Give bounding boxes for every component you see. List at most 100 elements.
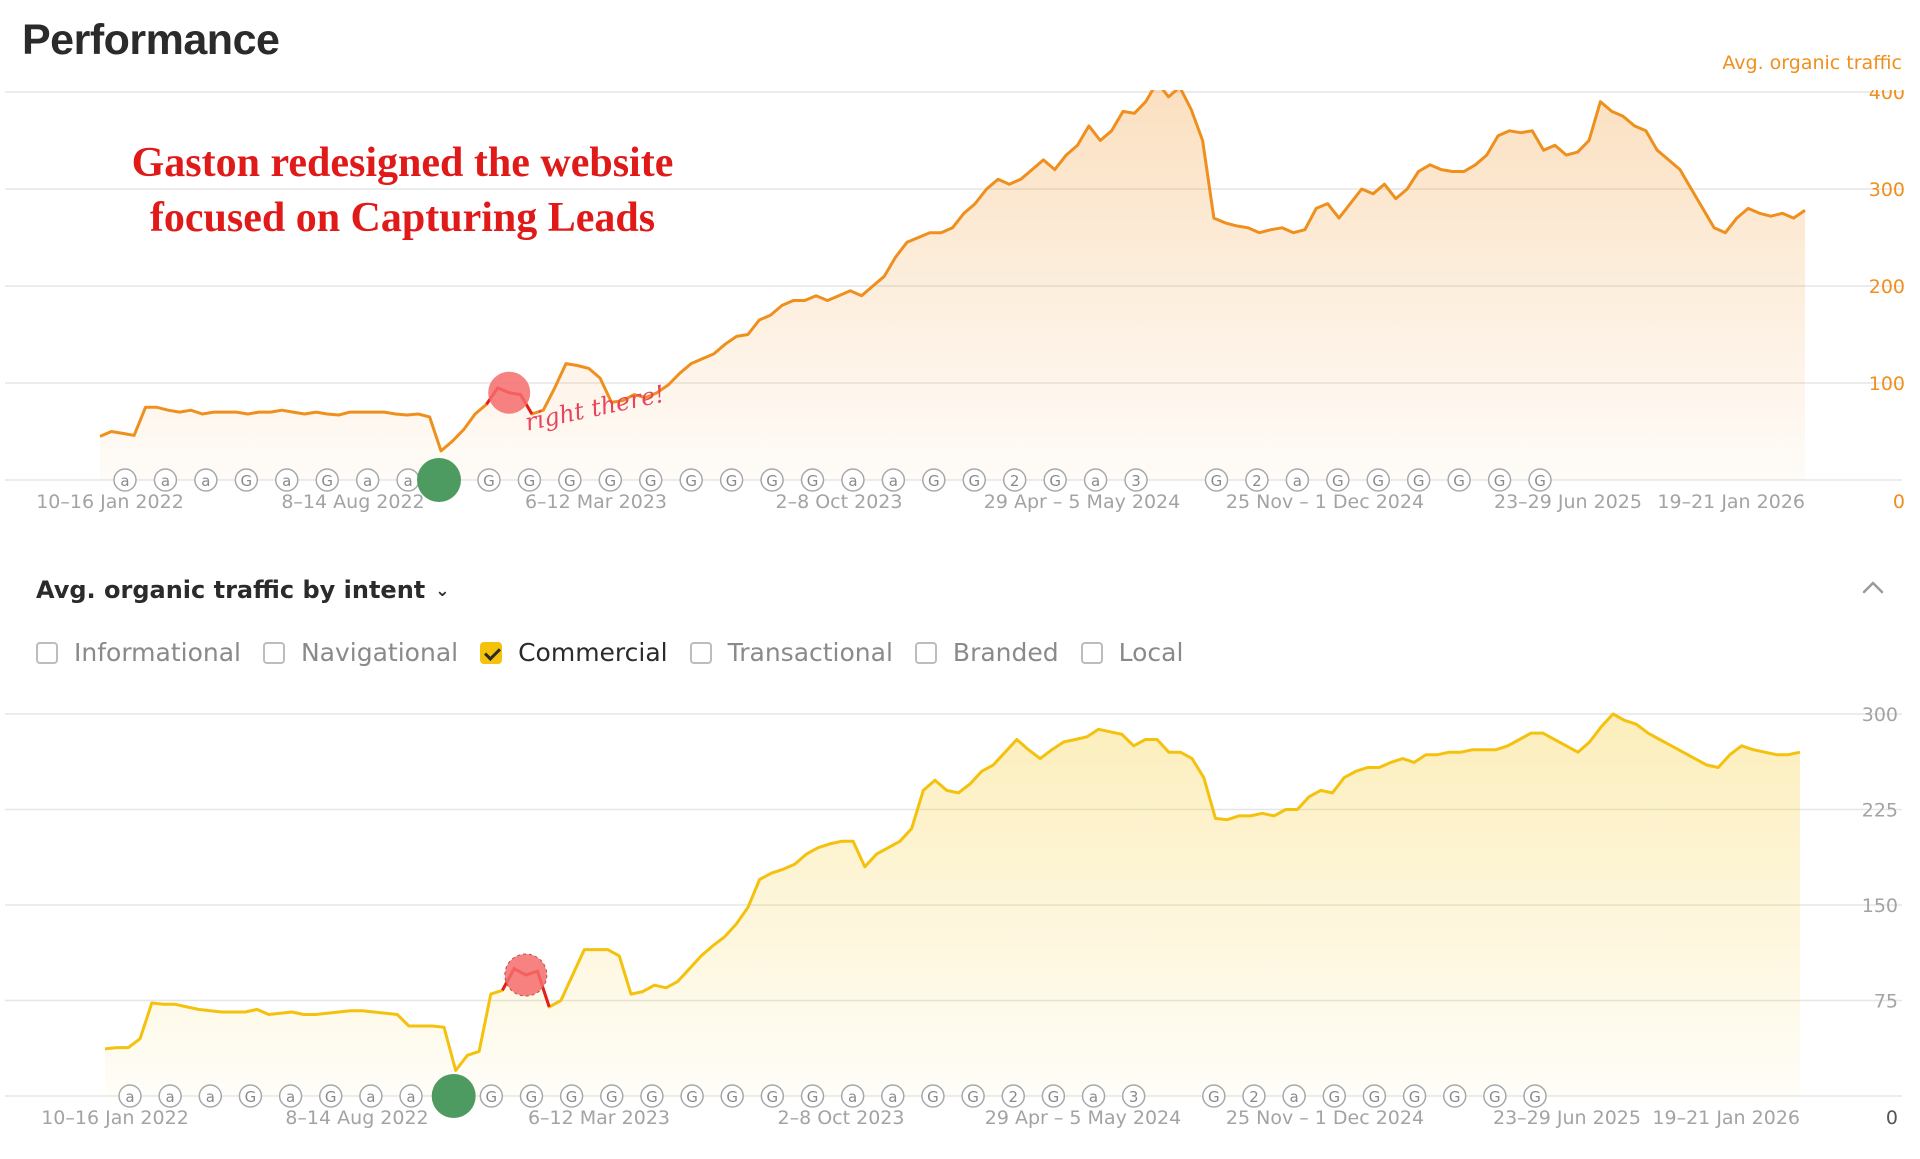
event-count-icon[interactable]: 2 (1242, 1084, 1266, 1108)
google-update-icon[interactable]: G (519, 1084, 544, 1108)
google-update-icon[interactable]: G (315, 468, 339, 492)
svg-text:G: G (526, 1088, 538, 1106)
ahrefs-update-icon[interactable]: a (881, 1084, 905, 1108)
filter-commercial[interactable]: Commercial (480, 638, 668, 667)
google-update-icon[interactable]: G (1483, 1084, 1507, 1108)
ahrefs-update-icon[interactable]: a (113, 468, 137, 492)
google-update-icon[interactable]: G (479, 1084, 504, 1108)
annotation-marker-green[interactable] (417, 458, 461, 502)
ahrefs-update-icon[interactable]: a (1285, 468, 1310, 492)
chevron-up-icon[interactable] (1858, 572, 1888, 602)
event-count-icon[interactable]: 2 (1002, 468, 1027, 492)
google-update-icon[interactable]: G (559, 1084, 584, 1108)
google-update-icon[interactable]: G (1204, 468, 1229, 492)
google-update-icon[interactable]: G (719, 468, 744, 492)
ahrefs-update-icon[interactable]: a (194, 468, 218, 492)
checkbox[interactable] (689, 641, 712, 664)
series-line[interactable] (104, 712, 1801, 1072)
ahrefs-update-icon[interactable]: a (278, 1084, 303, 1108)
ahrefs-update-icon[interactable]: a (840, 1084, 865, 1108)
google-update-icon[interactable]: G (1447, 468, 1471, 492)
x-tick-label: 8–14 Aug 2022 (285, 1107, 428, 1129)
svg-text:a: a (848, 472, 857, 490)
google-update-icon[interactable]: G (800, 1084, 825, 1108)
google-update-icon[interactable]: G (558, 468, 582, 492)
google-update-icon[interactable]: G (1523, 1084, 1547, 1108)
google-update-icon[interactable]: G (1326, 468, 1350, 492)
filter-transactional[interactable]: Transactional (689, 638, 893, 667)
series-line[interactable] (99, 90, 1806, 453)
ahrefs-update-icon[interactable]: a (198, 1084, 223, 1108)
annotation-marker-red[interactable] (504, 953, 548, 997)
annotation-marker-green[interactable] (431, 1074, 476, 1118)
checkbox[interactable] (1080, 641, 1103, 664)
intent-dropdown[interactable]: Avg. organic traffic by intent ⌄ (36, 576, 450, 604)
filter-branded[interactable]: Branded (914, 638, 1059, 667)
google-update-icon[interactable]: G (517, 468, 542, 492)
svg-text:G: G (1372, 472, 1384, 490)
google-update-icon[interactable]: G (1366, 468, 1390, 492)
svg-text:a: a (888, 1088, 897, 1106)
annotation-marker-red[interactable] (488, 371, 531, 414)
ahrefs-update-icon[interactable]: a (153, 468, 178, 492)
google-update-icon[interactable]: G (679, 468, 703, 492)
google-update-icon[interactable]: G (318, 1084, 343, 1108)
checkbox[interactable] (262, 641, 285, 664)
ahrefs-update-icon[interactable]: a (158, 1084, 182, 1108)
svg-text:2: 2 (1249, 1088, 1259, 1106)
google-update-icon[interactable]: G (640, 1084, 664, 1108)
google-update-icon[interactable]: G (922, 468, 946, 492)
filter-navigational[interactable]: Navigational (262, 638, 458, 667)
google-update-icon[interactable]: G (1322, 1084, 1347, 1108)
google-update-icon[interactable]: G (1406, 468, 1431, 492)
filter-local[interactable]: Local (1080, 638, 1184, 667)
google-update-icon[interactable]: G (720, 1084, 744, 1108)
google-update-icon[interactable]: G (1202, 1084, 1226, 1108)
google-update-icon[interactable]: G (238, 1084, 263, 1108)
ahrefs-update-icon[interactable]: a (399, 1084, 423, 1108)
google-update-icon[interactable]: G (921, 1084, 945, 1108)
google-update-icon[interactable]: G (1442, 1084, 1467, 1108)
event-count-icon[interactable]: 3 (1124, 468, 1148, 492)
google-update-icon[interactable]: G (1041, 1084, 1066, 1108)
series-area (100, 90, 1805, 480)
google-update-icon[interactable]: G (1402, 1084, 1427, 1108)
ahrefs-update-icon[interactable]: a (1081, 1084, 1106, 1108)
ahrefs-update-icon[interactable]: a (359, 1084, 383, 1108)
ahrefs-update-icon[interactable]: a (881, 468, 906, 492)
filter-informational[interactable]: Informational (36, 638, 241, 667)
google-update-icon[interactable]: G (598, 468, 623, 492)
google-update-icon[interactable]: G (800, 468, 825, 492)
checkbox[interactable] (36, 641, 58, 664)
google-update-icon[interactable]: G (234, 468, 259, 492)
google-update-icon[interactable]: G (1487, 468, 1512, 492)
ahrefs-update-icon[interactable]: a (1282, 1084, 1306, 1108)
google-update-icon[interactable]: G (680, 1084, 704, 1108)
ahrefs-update-icon[interactable]: a (118, 1084, 142, 1108)
google-update-icon[interactable]: G (1362, 1084, 1387, 1108)
ahrefs-update-icon[interactable]: a (1083, 468, 1108, 492)
filter-label: Branded (952, 638, 1059, 667)
checkbox[interactable] (914, 641, 937, 664)
ahrefs-update-icon[interactable]: a (275, 468, 299, 492)
event-count-icon[interactable]: 2 (1245, 468, 1269, 492)
x-tick-label: 29 Apr – 5 May 2024 (984, 491, 1180, 513)
google-update-icon[interactable]: G (600, 1084, 624, 1108)
event-count-icon[interactable]: 2 (1001, 1084, 1025, 1108)
google-update-icon[interactable]: G (477, 468, 501, 492)
google-update-icon[interactable]: G (760, 468, 784, 492)
checkbox[interactable] (480, 641, 503, 664)
google-update-icon[interactable]: G (962, 468, 987, 492)
ahrefs-update-icon[interactable]: a (396, 468, 420, 492)
event-count-icon[interactable]: 3 (1121, 1084, 1146, 1108)
series-label: Avg. organic traffic (1722, 52, 1902, 74)
ahrefs-update-icon[interactable]: a (841, 468, 865, 492)
google-update-icon[interactable]: G (1528, 468, 1552, 492)
google-update-icon[interactable]: G (961, 1084, 985, 1108)
y-tick-label: 400 (1869, 90, 1905, 104)
filter-label: Local (1118, 638, 1184, 667)
google-update-icon[interactable]: G (760, 1084, 785, 1108)
google-update-icon[interactable]: G (638, 468, 663, 492)
ahrefs-update-icon[interactable]: a (355, 468, 380, 492)
google-update-icon[interactable]: G (1043, 468, 1067, 492)
